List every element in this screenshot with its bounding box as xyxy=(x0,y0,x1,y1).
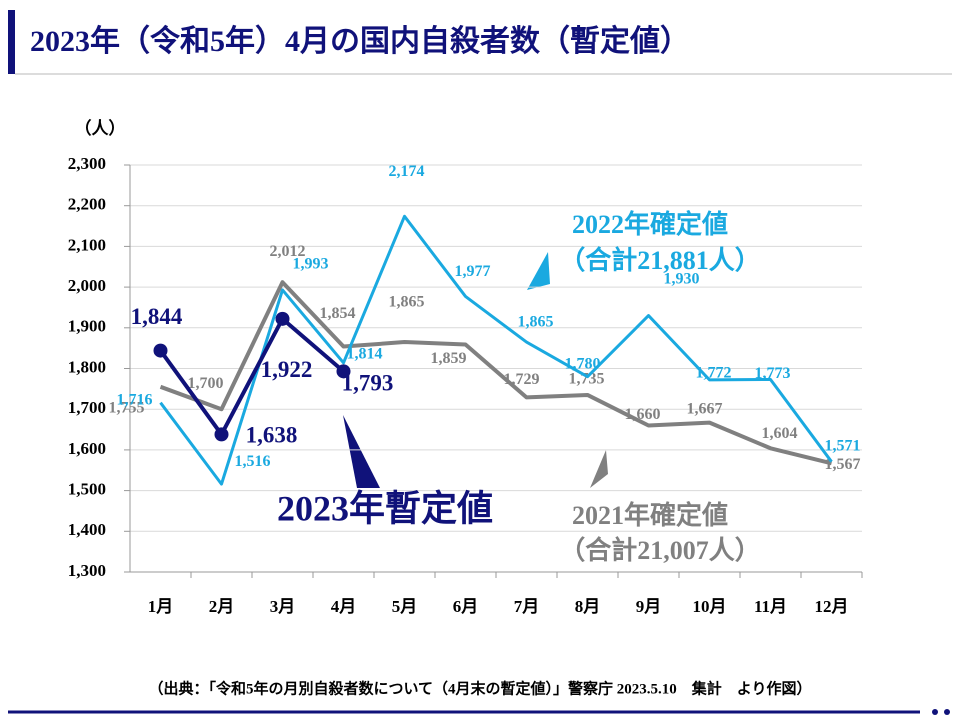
y-tick-label: 2,100 xyxy=(68,235,106,254)
x-tick-label: 9月 xyxy=(636,597,662,616)
x-tick-label: 3月 xyxy=(270,597,296,616)
y-tick-label: 1,600 xyxy=(68,439,106,458)
data-label: 1,780 xyxy=(565,355,601,372)
data-label: 1,865 xyxy=(518,314,554,331)
data-label: 1,854 xyxy=(320,305,356,322)
data-label: 1,700 xyxy=(188,375,224,392)
data-label: 1,977 xyxy=(455,263,491,280)
data-label: 1,716 xyxy=(117,391,153,408)
series-name: 2022年確定値 xyxy=(572,209,728,239)
x-tick-label: 11月 xyxy=(754,597,787,616)
series-line xyxy=(159,214,833,486)
data-label: 1,930 xyxy=(664,270,700,287)
point xyxy=(214,427,229,442)
data-label: 1,922 xyxy=(261,357,313,382)
series-name: 2021年確定値 xyxy=(572,500,728,530)
y-tick-label: 1,400 xyxy=(68,520,106,539)
data-label: 1,667 xyxy=(687,400,723,417)
x-tick-label: 12月 xyxy=(815,597,849,616)
pointer xyxy=(343,415,380,488)
footer-dot xyxy=(932,709,938,715)
pointer xyxy=(527,252,550,290)
chart-title: 2023年（令和5年）4月の国内自殺者数（暫定値） xyxy=(30,24,690,58)
series-annotation: （合計21,881人） xyxy=(559,245,761,275)
x-tick-label: 8月 xyxy=(575,597,601,616)
data-label: 1,859 xyxy=(431,350,467,367)
y-tick-label: 2,200 xyxy=(68,195,106,214)
data-label: 1,793 xyxy=(342,371,394,396)
source: （出典：「令和5年の月別自殺者数について（4月末の暫定値）」警察庁 2023.5… xyxy=(148,679,811,697)
y-tick-label: 1,900 xyxy=(68,317,106,336)
series-annotation: （合計21,007人） xyxy=(559,535,761,565)
series-line xyxy=(158,316,345,437)
x-tick-label: 2月 xyxy=(209,597,235,616)
footer-dot xyxy=(944,709,950,715)
pointer xyxy=(590,450,608,488)
x-tick-label: 1月 xyxy=(148,597,174,616)
data-label: 1,638 xyxy=(246,423,298,448)
point xyxy=(275,311,290,326)
point xyxy=(153,343,168,358)
y-unit: （人） xyxy=(75,118,126,138)
data-label: 1,729 xyxy=(504,371,540,388)
data-label: 1,865 xyxy=(389,294,425,311)
data-label: 1,755 xyxy=(109,399,145,416)
x-tick-label: 10月 xyxy=(693,597,727,616)
y-tick-label: 1,800 xyxy=(68,357,106,376)
data-label: 1,571 xyxy=(825,437,861,454)
x-tick-label: 5月 xyxy=(392,597,418,616)
x-tick-label: 6月 xyxy=(453,597,479,616)
data-label: 1,814 xyxy=(347,345,383,362)
point xyxy=(336,364,351,379)
title-bar xyxy=(8,10,15,74)
series-name: 2023年暫定値 xyxy=(277,488,493,528)
data-label: 1,567 xyxy=(825,456,861,473)
data-label: 1,735 xyxy=(569,371,605,388)
y-tick-label: 1,500 xyxy=(68,480,106,499)
data-label: 1,772 xyxy=(696,365,732,382)
series-line xyxy=(159,280,832,466)
data-label: 1,773 xyxy=(755,365,791,382)
data-label: 1,660 xyxy=(625,406,661,423)
data-label: 1,844 xyxy=(131,304,183,329)
y-tick-label: 2,300 xyxy=(68,154,106,173)
data-label: 2,174 xyxy=(389,163,425,180)
data-label: 2,012 xyxy=(270,243,306,260)
data-label: 1,993 xyxy=(293,256,329,273)
y-tick-label: 1,300 xyxy=(68,561,106,580)
y-tick-label: 1,700 xyxy=(68,398,106,417)
y-tick-label: 2,000 xyxy=(68,276,106,295)
x-tick-label: 4月 xyxy=(331,597,357,616)
data-label: 1,516 xyxy=(235,453,271,470)
data-label: 1,604 xyxy=(762,425,798,442)
x-tick-label: 7月 xyxy=(514,597,540,616)
